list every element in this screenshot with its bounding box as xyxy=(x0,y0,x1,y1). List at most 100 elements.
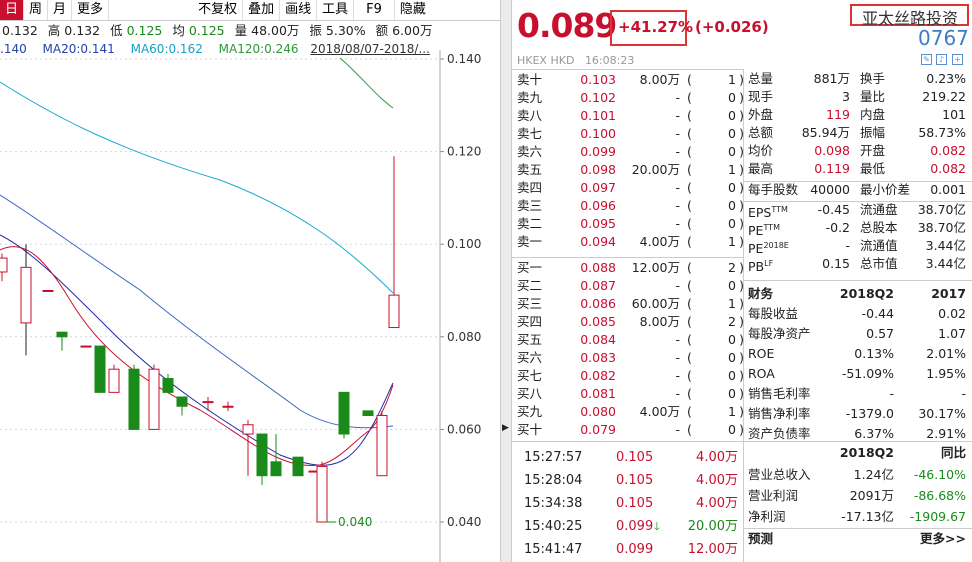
order-book-row[interactable]: 买十 0.079 -(0) xyxy=(512,421,744,439)
ma20-line xyxy=(0,194,394,429)
level-volume: - xyxy=(675,368,680,383)
level-close-paren: ) xyxy=(739,422,744,437)
stat-value: 3.44亿 xyxy=(925,256,966,271)
order-book-row[interactable]: 买二 0.087 -(0) xyxy=(512,277,744,295)
order-book-row[interactable]: 买五 0.084 -(0) xyxy=(512,331,744,349)
amplitude-value: 5.30% xyxy=(325,23,366,38)
candle-body xyxy=(292,456,304,477)
kline-chart[interactable]: 0.140 0.120 0.100 0.080 0.060 0.040 0.040 xyxy=(0,50,500,562)
stat-label: 振幅 xyxy=(860,125,886,140)
candle-body xyxy=(376,415,388,477)
level-price: 0.084 xyxy=(580,332,616,347)
stat-divider xyxy=(744,441,972,442)
level-close-paren: ) xyxy=(739,198,744,213)
finance-value: 2.01% xyxy=(926,346,966,361)
stat-label: 流通盘 xyxy=(860,202,898,217)
order-book-row[interactable]: 卖四 0.097 -(0) xyxy=(512,179,744,197)
y-tick-label: 0.060 xyxy=(447,422,481,436)
trade-row[interactable]: 15:41:47 0.099 12.00万 xyxy=(512,539,744,561)
ma20-value: MA20:0.141 xyxy=(42,42,115,56)
f9-button[interactable]: F9 xyxy=(354,0,395,20)
panel-splitter[interactable] xyxy=(500,0,512,562)
level-count: 1 xyxy=(728,404,736,419)
forecast-label: 预测 xyxy=(748,531,774,546)
finance-col2: 同比 xyxy=(940,445,966,460)
tab-day[interactable]: 日 xyxy=(0,0,25,20)
draw-line-button[interactable]: 画线 xyxy=(280,0,318,20)
amount-label: 额 xyxy=(375,23,389,38)
date-range[interactable]: 2018/08/07-2018/... xyxy=(310,42,430,56)
finance-row: 销售毛利率 - - xyxy=(744,385,972,403)
order-book-row[interactable]: 买七 0.082 -(0) xyxy=(512,367,744,385)
tab-more[interactable]: 更多 xyxy=(72,0,110,20)
level-price: 0.085 xyxy=(580,314,616,329)
bell-icon[interactable]: ♪ xyxy=(936,54,947,65)
stat-label: PBLF xyxy=(748,259,774,275)
order-book-row[interactable]: 卖九 0.102 -(0) xyxy=(512,89,744,107)
finance-value: -46.10% xyxy=(913,467,966,482)
tools-button[interactable]: 工具 xyxy=(317,0,355,20)
level-volume: 60.00万 xyxy=(631,296,680,311)
level-close-paren: ) xyxy=(739,368,744,383)
stat-row: PE2018E - 流通值 3.44亿 xyxy=(744,237,972,256)
stat-value: 0.082 xyxy=(930,143,966,158)
no-adjust-button[interactable]: 不复权 xyxy=(193,0,244,20)
tab-month[interactable]: 月 xyxy=(48,0,73,20)
order-book-row[interactable]: 买六 0.083 -(0) xyxy=(512,349,744,367)
more-link[interactable]: 更多>> xyxy=(920,531,966,546)
level-open-paren: ( xyxy=(687,278,692,293)
name-highlight-box xyxy=(850,4,969,26)
stat-row: 总额 85.94万 振幅 58.73% xyxy=(744,124,972,142)
stat-value: 85.94万 xyxy=(801,125,850,140)
candle-body xyxy=(176,396,188,407)
level-label: 卖二 xyxy=(517,216,543,231)
trade-row[interactable]: 15:34:38 0.105 4.00万 xyxy=(512,493,744,515)
order-book-row[interactable]: 卖二 0.095 -(0) xyxy=(512,215,744,233)
finance-row: 营业利润 2091万 -86.68% xyxy=(744,487,972,505)
order-book-row[interactable]: 卖一 0.094 4.00万 (1) xyxy=(512,233,744,251)
order-book-row[interactable]: 卖十 0.103 8.00万 (1) xyxy=(512,71,744,89)
trade-row[interactable]: 15:28:04 0.105 4.00万 xyxy=(512,470,744,492)
order-book-row[interactable]: 买四 0.085 8.00万 (2) xyxy=(512,313,744,331)
order-book-row[interactable]: 卖三 0.096 -(0) xyxy=(512,197,744,215)
stat-value: 58.73% xyxy=(918,125,966,140)
level-label: 买九 xyxy=(517,404,543,419)
level-label: 买十 xyxy=(517,422,543,437)
volume-label: 量 xyxy=(234,23,248,38)
order-book-row[interactable]: 买一 0.088 12.00万 (2) xyxy=(512,259,744,277)
level-close-paren: ) xyxy=(739,234,744,249)
stat-value: 38.70亿 xyxy=(917,220,966,235)
add-icon[interactable]: + xyxy=(952,54,963,65)
candle-body xyxy=(56,331,68,338)
edit-icon[interactable]: ✎ xyxy=(921,54,932,65)
hide-button[interactable]: 隐藏 xyxy=(399,2,426,17)
order-book-row[interactable]: 卖五 0.098 20.00万 (1) xyxy=(512,161,744,179)
finance-value: 2091万 xyxy=(849,488,894,503)
level-count: 2 xyxy=(728,260,736,275)
stat-label-sup: LF xyxy=(764,259,774,268)
level-price: 0.103 xyxy=(580,72,616,87)
candle-body xyxy=(362,410,374,417)
order-book-row[interactable]: 卖八 0.101 -(0) xyxy=(512,107,744,125)
trade-time: 15:27:57 xyxy=(524,450,583,465)
finance-value: -1909.67 xyxy=(909,509,966,524)
order-book-row[interactable]: 卖六 0.099 -(0) xyxy=(512,143,744,161)
trade-row[interactable]: 15:40:25 0.099 🡓 20.00万 xyxy=(512,516,744,538)
order-book-row[interactable]: 买八 0.081 -(0) xyxy=(512,385,744,403)
level-volume: 4.00万 xyxy=(639,234,680,249)
order-book-row[interactable]: 卖七 0.100 -(0) xyxy=(512,125,744,143)
level-volume: 8.00万 xyxy=(639,314,680,329)
last-price: 0.089 xyxy=(517,6,617,45)
overlay-button[interactable]: 叠加 xyxy=(243,0,281,20)
level-label: 买八 xyxy=(517,386,543,401)
stat-row: 外盘 119 内盘 101 xyxy=(744,106,972,124)
tab-week[interactable]: 周 xyxy=(24,0,49,20)
trade-row[interactable]: 15:27:57 0.105 4.00万 xyxy=(512,447,744,469)
level-count: 0 xyxy=(728,108,736,123)
order-book-row[interactable]: 买三 0.086 60.00万 (1) xyxy=(512,295,744,313)
collapse-arrow-icon[interactable]: ▶ xyxy=(502,423,509,433)
order-book-row[interactable]: 买九 0.080 4.00万 (1) xyxy=(512,403,744,421)
finance-row: ROE 0.13% 2.01% xyxy=(744,345,972,363)
change-percent: +41.27% xyxy=(618,18,694,36)
finance-value: -17.13亿 xyxy=(841,509,894,524)
